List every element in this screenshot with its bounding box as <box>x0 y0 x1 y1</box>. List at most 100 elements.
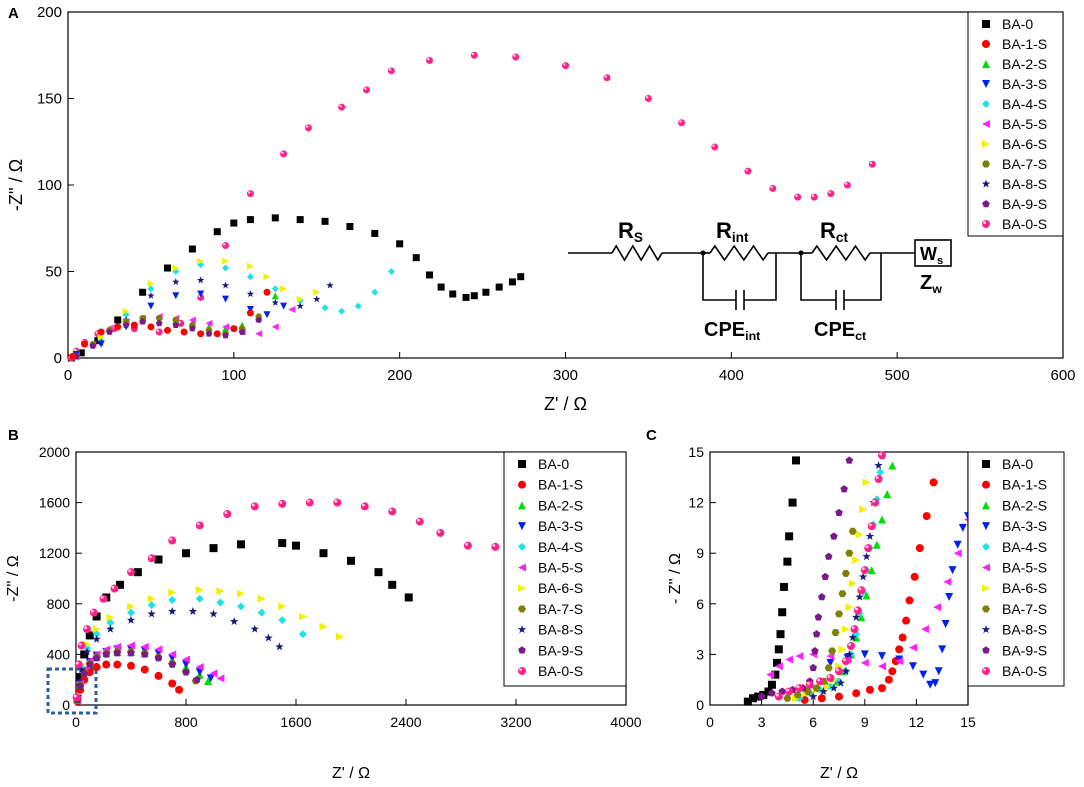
legend-entry: BA-1-S <box>1002 477 1047 493</box>
data-point <box>603 74 611 82</box>
data-point <box>99 594 108 603</box>
y-tick-label: 400 <box>47 646 71 662</box>
data-point <box>213 330 221 338</box>
legend-entry: BA-7-S <box>1002 156 1047 172</box>
data-point <box>809 663 817 672</box>
data-point <box>948 566 957 575</box>
data-point <box>871 498 880 507</box>
data-point <box>783 694 792 702</box>
x-axis-label: Z' / Ω <box>820 765 858 782</box>
data-point <box>188 606 198 615</box>
data-point <box>246 190 254 198</box>
data-point <box>321 304 329 312</box>
data-point <box>222 332 229 339</box>
data-point <box>794 193 802 201</box>
y-tick-label: 9 <box>696 545 704 561</box>
data-point <box>154 671 163 680</box>
data-point <box>278 499 287 508</box>
data-point <box>82 647 92 656</box>
data-point <box>155 328 163 336</box>
legend-marker <box>518 605 526 613</box>
data-point <box>222 323 230 331</box>
data-point <box>848 633 857 642</box>
data-point <box>766 670 775 679</box>
data-point <box>80 669 89 677</box>
x-tick-label: 9 <box>861 714 869 730</box>
data-point <box>835 610 843 618</box>
data-point <box>319 622 328 631</box>
data-point <box>280 302 288 310</box>
data-point <box>853 606 862 615</box>
data-point <box>905 596 914 605</box>
y-axis-label: -Z'' / Ω <box>5 555 22 602</box>
data-point <box>188 316 196 324</box>
data-point <box>862 478 871 487</box>
data-point <box>818 593 826 601</box>
legend-entry: BA-1-S <box>538 477 583 493</box>
data-point <box>768 689 776 697</box>
data-point <box>278 602 287 611</box>
data-point <box>197 257 205 265</box>
legend-marker <box>982 160 990 168</box>
data-point <box>280 150 288 158</box>
data-point <box>238 328 246 335</box>
data-point <box>888 461 897 470</box>
data-point <box>958 523 967 532</box>
legend-marker <box>982 200 990 208</box>
data-point <box>517 273 525 281</box>
data-point <box>838 590 847 598</box>
data-point <box>182 655 190 664</box>
data-point <box>867 522 876 531</box>
series-ba-6-s <box>73 585 344 702</box>
data-point <box>860 658 869 667</box>
data-point <box>127 608 135 617</box>
data-point <box>792 456 800 465</box>
legend: BA-0 BA-1-S BA-2-S BA-3-S BA-4-S BA-5-S BA-6-S… <box>967 11 1064 237</box>
data-point <box>206 674 215 683</box>
data-point <box>147 280 155 288</box>
data-point <box>867 566 876 575</box>
data-point <box>127 602 135 611</box>
data-point <box>92 634 101 643</box>
data-point <box>910 572 919 581</box>
data-point <box>931 679 940 688</box>
data-point <box>237 602 245 611</box>
legend-entry: BA-0 <box>1002 16 1033 32</box>
data-point <box>848 579 857 588</box>
data-point <box>841 666 851 675</box>
data-point <box>346 223 354 231</box>
legend-marker <box>518 646 526 654</box>
data-point <box>280 285 288 293</box>
data-point <box>113 660 122 669</box>
x-tick-label: 15 <box>960 714 976 730</box>
data-point <box>222 242 230 250</box>
data-point <box>221 281 230 289</box>
data-point <box>292 541 300 550</box>
data-point <box>333 498 342 507</box>
data-point <box>139 318 146 325</box>
data-point <box>216 598 225 607</box>
data-point <box>263 311 271 319</box>
data-point <box>168 650 177 659</box>
data-point <box>470 51 478 59</box>
series-ba-1-s <box>69 288 271 360</box>
data-point <box>754 692 763 701</box>
legend-marker <box>982 480 990 489</box>
data-point <box>855 530 864 539</box>
legend-marker <box>518 480 526 489</box>
y-tick-label: 2000 <box>39 444 70 460</box>
data-point <box>147 291 155 299</box>
data-point <box>133 568 142 577</box>
data-point <box>313 288 321 296</box>
data-point <box>154 654 163 662</box>
data-point <box>845 549 854 557</box>
data-point <box>835 692 843 701</box>
data-point <box>953 540 962 549</box>
data-point <box>223 509 232 518</box>
data-point <box>922 512 931 521</box>
data-point <box>110 584 119 593</box>
data-point <box>298 630 307 639</box>
data-point <box>172 264 180 272</box>
data-point <box>197 276 205 284</box>
data-point <box>154 555 163 564</box>
